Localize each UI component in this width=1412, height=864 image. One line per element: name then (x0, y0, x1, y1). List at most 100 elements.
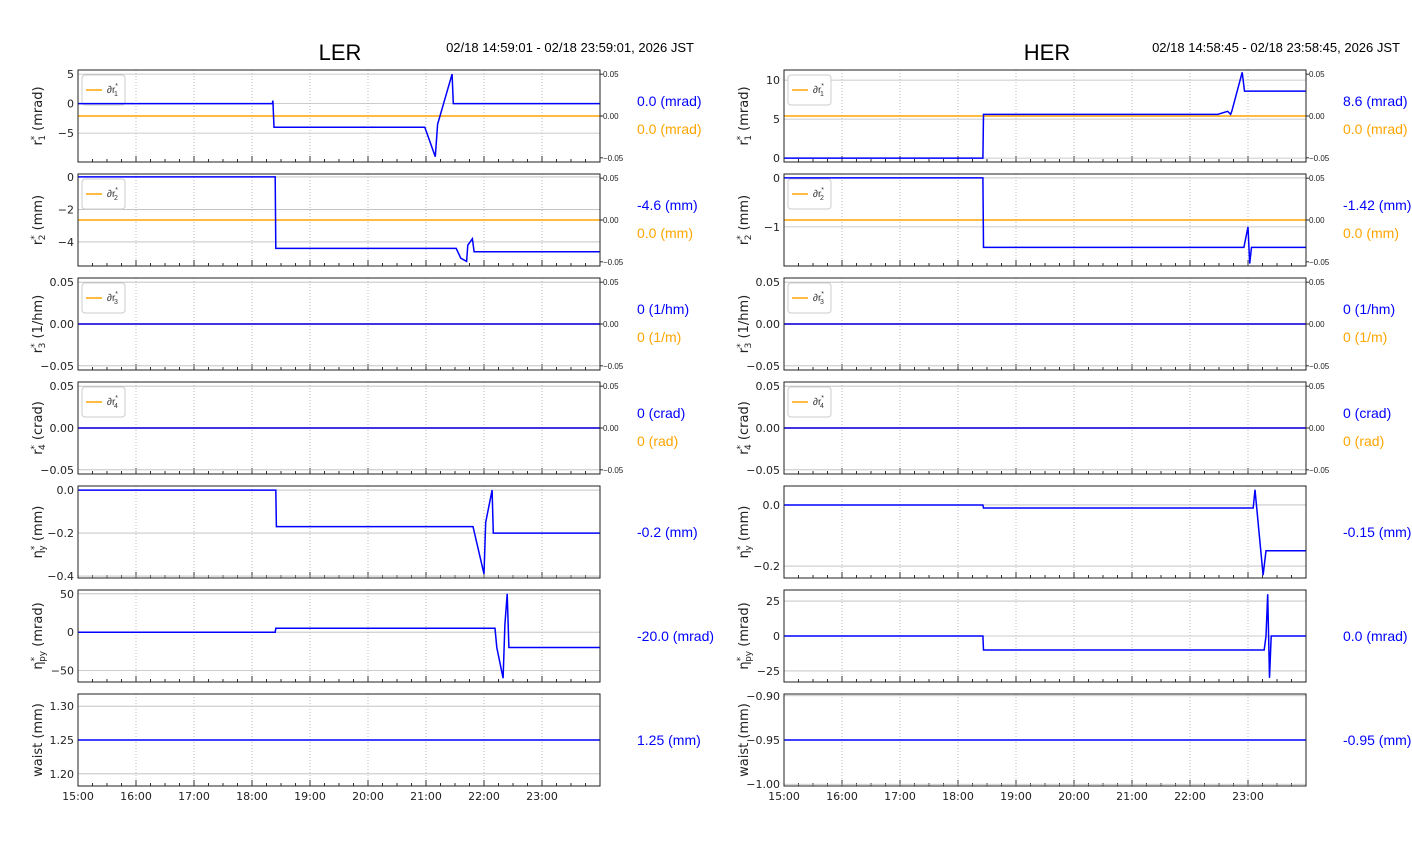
ylabel-sub: 2 (38, 235, 48, 241)
y-tick-label: −0.90 (746, 690, 780, 703)
legend: ∂r* 3 (81, 282, 126, 314)
ylabel-symbol: r (737, 347, 752, 353)
right-tick-label: 0.05 (1309, 382, 1325, 391)
y-tick-label: 5 (773, 113, 780, 126)
series-line (78, 73, 600, 157)
right-tick-label: 0.05 (603, 278, 619, 287)
y-axis-label: η*y (mm) (30, 506, 48, 559)
legend: ∂r* 4 (787, 386, 832, 418)
x-tick-label: 17:00 (178, 790, 210, 803)
legend-box (787, 178, 832, 210)
value-readout: 0 (crad) (637, 405, 685, 421)
plot-frame (77, 485, 601, 579)
ylabel-symbol: r (737, 449, 752, 455)
legend-label: ∂r* 3 (813, 291, 824, 306)
series-line (784, 177, 1306, 264)
ylabel-unit: (mm) (737, 195, 752, 235)
value-readout: 0 (1/hm) (1343, 301, 1395, 317)
y-tick-label: −0.05 (746, 360, 780, 373)
right-tick-label: −0.05 (1309, 154, 1330, 163)
legend-label: ∂r* 4 (107, 395, 118, 410)
ylabel-symbol: r (31, 449, 46, 455)
legend-label: ∂r* 3 (107, 291, 118, 306)
x-tick-label: 17:00 (884, 790, 916, 803)
reference-readout: 0.0 (mm) (1343, 225, 1399, 241)
ylabel-sup: * (736, 343, 746, 348)
right-tick-label: 0.05 (603, 174, 619, 183)
ylabel-sub: py (38, 650, 48, 662)
ylabel-symbol: r (737, 140, 752, 146)
her-chart: HER 02/18 14:58:45 - 02/18 23:58:45, 2026… (736, 40, 1411, 803)
chart-title: HER (1024, 40, 1070, 65)
y-axis-label: r*3 (1/hm) (30, 295, 48, 353)
legend: ∂r* 2 (787, 178, 832, 210)
value-readout: 0 (crad) (1343, 405, 1391, 421)
y-tick-label: 0 (773, 630, 780, 643)
legend-sup: * (115, 187, 118, 194)
y-axis-label: r*4 (crad) (30, 401, 48, 455)
ylabel-sup: * (30, 656, 40, 661)
right-tick-label: 0.00 (1309, 424, 1325, 433)
plot-frame (783, 693, 1307, 787)
x-tick-label: 18:00 (942, 790, 974, 803)
y-axis-label: η*y (mm) (736, 506, 754, 559)
plot-frame (77, 693, 601, 787)
right-tick-label: 0.05 (603, 70, 619, 79)
time-range: 02/18 14:59:01 - 02/18 23:59:01, 2026 JS… (446, 40, 694, 55)
ylabel-unit: (mm) (737, 506, 752, 546)
plot-frame (77, 69, 601, 163)
reference-readout: 0 (1/m) (637, 329, 681, 345)
series-line (78, 176, 600, 263)
ylabel-unit: (mm) (31, 703, 46, 743)
y-axis-label: r*2 (mm) (30, 195, 48, 245)
right-tick-label: 0.00 (1309, 320, 1325, 329)
reference-readout: 0 (rad) (637, 433, 678, 449)
y-tick-label: −0.2 (47, 527, 74, 540)
ylabel-sub: 4 (38, 444, 48, 450)
legend-sub: 3 (820, 299, 824, 306)
plot-frame (77, 173, 601, 267)
ylabel-sub: 4 (744, 444, 754, 450)
x-tick-label: 21:00 (410, 790, 442, 803)
ylabel-symbol: r (31, 140, 46, 146)
ylabel-symbol: η (737, 550, 752, 558)
panel-5: 0.0 −0.2 −0.4 -0.2 (mm) η*y (mm) (30, 484, 698, 583)
ylabel-unit: (mm) (31, 195, 46, 235)
legend-sup: * (115, 83, 118, 90)
legend: ∂r* 2 (81, 178, 126, 210)
x-tick-label: 15:00 (62, 790, 94, 803)
y-tick-label: −0.2 (753, 560, 780, 573)
reference-readout: 0.0 (mm) (637, 225, 693, 241)
y-tick-label: 50 (60, 588, 74, 601)
legend-box (787, 386, 832, 418)
panel-5: 0.0 −0.2 -0.15 (mm) η*y (mm) (736, 485, 1411, 579)
right-tick-label: 0.00 (603, 216, 619, 225)
legend-sup: * (115, 291, 118, 298)
ylabel-unit: (mm) (31, 506, 46, 546)
chart-title: LER (319, 40, 362, 65)
ylabel-sub: 1 (744, 135, 754, 141)
x-tick-label: 20:00 (1058, 790, 1090, 803)
legend-label: ∂r* 2 (107, 187, 118, 202)
plot-frame (783, 485, 1307, 579)
plot-frame (783, 277, 1307, 371)
ylabel-unit: (crad) (737, 401, 752, 444)
y-tick-label: 0.00 (50, 318, 75, 331)
y-tick-label: 5 (67, 68, 74, 81)
y-tick-label: −1.00 (746, 778, 780, 791)
y-tick-label: 0.05 (756, 276, 781, 289)
panel-2: 0−10.050.00−0.05∂r* 20.0 (mm)-1.42 (mm)r*… (736, 172, 1411, 267)
legend: ∂r* 1 (787, 74, 832, 106)
y-tick-label: 0.00 (50, 422, 75, 435)
right-tick-label: −0.05 (1309, 466, 1330, 475)
panel-7: 1.30 1.25 1.20 1.25 (mm) waist (mm) 15:00 16:0… (31, 693, 701, 803)
series-line (78, 593, 600, 679)
ylabel-unit: (mrad) (737, 602, 752, 651)
legend-sub: 2 (820, 195, 824, 202)
panel-7: −0.90 −0.95 −1.00 -0.95 (mm) waist (mm) 15:00… (737, 690, 1411, 803)
panel-3: 0.05 0.00 −0.05 0.05 0.00 −0.05 ∂r* 3 0 (1/m) 0 (… (736, 276, 1395, 373)
y-tick-label: −0.05 (40, 360, 74, 373)
x-tick-label: 15:00 (768, 790, 800, 803)
y-tick-label: 0.0 (57, 484, 75, 497)
